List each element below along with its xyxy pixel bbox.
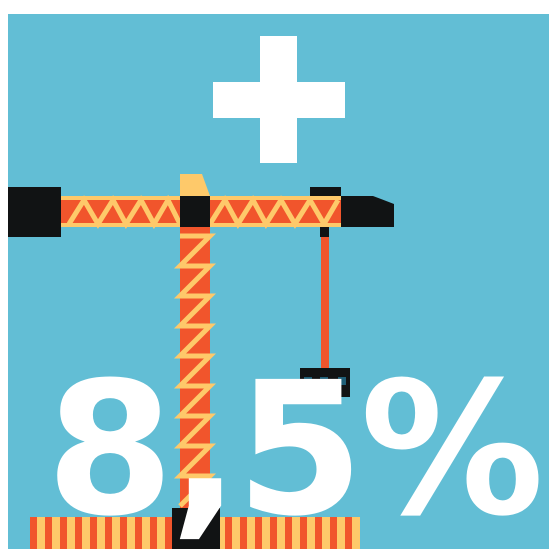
- tower-crane-icon: [8, 174, 394, 549]
- plus-icon: [213, 36, 345, 163]
- infographic-tile: 8,5%: [8, 14, 549, 549]
- crane-joint: [180, 196, 210, 227]
- crane-jib-tip: [341, 196, 394, 227]
- crane-base: [30, 508, 360, 549]
- illustration: [8, 14, 549, 549]
- headline-percentage: 8,5%: [46, 343, 544, 549]
- crane-cable: [321, 237, 329, 368]
- crane-mast-lattice: [173, 233, 217, 508]
- crane-counterweight: [8, 187, 61, 237]
- crane-trolley: [310, 187, 341, 196]
- crane-base-block: [172, 508, 220, 549]
- crane-cab: [180, 174, 210, 196]
- crane-hook-block: [300, 368, 350, 397]
